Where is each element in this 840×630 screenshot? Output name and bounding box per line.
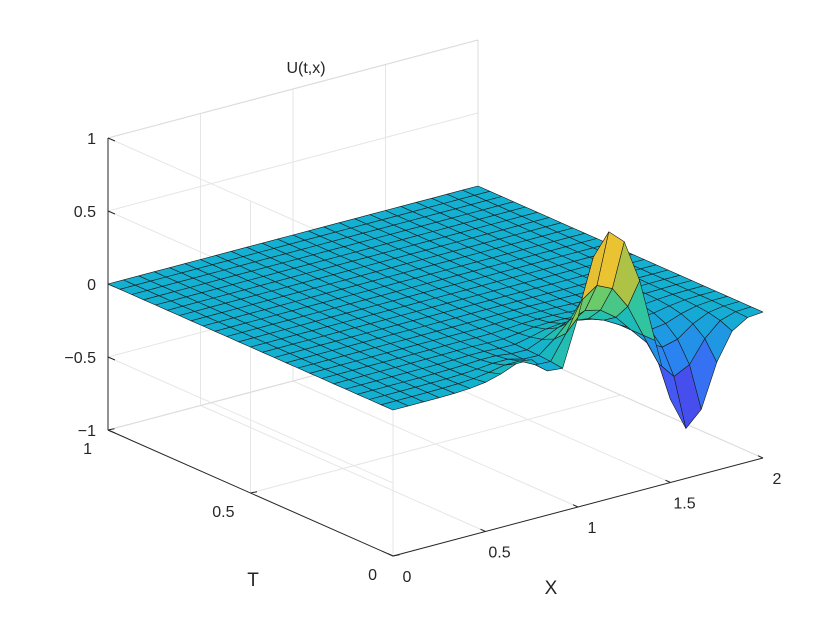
x-tick-label: 1.5 bbox=[673, 496, 695, 513]
z-tick-mark bbox=[107, 137, 116, 142]
x-tick-label: 1 bbox=[588, 520, 597, 537]
x-tick-label: 0 bbox=[403, 569, 412, 586]
z-tick-mark bbox=[107, 210, 116, 215]
x-tick-label: 0.5 bbox=[488, 545, 510, 562]
t-tick-label: 0 bbox=[368, 567, 377, 584]
t-tick-mark bbox=[250, 491, 258, 494]
z-tick-mark bbox=[107, 429, 116, 434]
z-tick-label: 1 bbox=[87, 131, 96, 148]
z-tick-label: −1 bbox=[78, 423, 96, 440]
t-tick-mark bbox=[107, 428, 115, 431]
grid-line-t-floor bbox=[250, 394, 621, 494]
t-tick-label: 0.5 bbox=[212, 504, 234, 521]
x-tick-mark bbox=[665, 479, 671, 483]
x-axis-label: X bbox=[545, 578, 558, 599]
surface-patch bbox=[735, 306, 764, 318]
surface bbox=[107, 185, 764, 429]
t-tick-mark bbox=[392, 554, 400, 557]
z-tick-label: 0 bbox=[87, 277, 96, 294]
x-tick-mark bbox=[480, 528, 486, 532]
z-tick-mark bbox=[107, 356, 116, 361]
z-tick-label: 0.5 bbox=[74, 204, 96, 221]
x-tick-label: 2 bbox=[773, 471, 782, 488]
y-axis-label: T bbox=[247, 570, 259, 591]
z-tick-label: −0.5 bbox=[64, 350, 96, 367]
x-tick-mark bbox=[572, 504, 579, 508]
chart-title: U(t,x) bbox=[286, 60, 325, 77]
x-tick-mark bbox=[387, 553, 394, 557]
x-tick-mark bbox=[757, 455, 764, 459]
t-tick-label: 1 bbox=[83, 441, 92, 458]
box-edge bbox=[107, 39, 479, 139]
